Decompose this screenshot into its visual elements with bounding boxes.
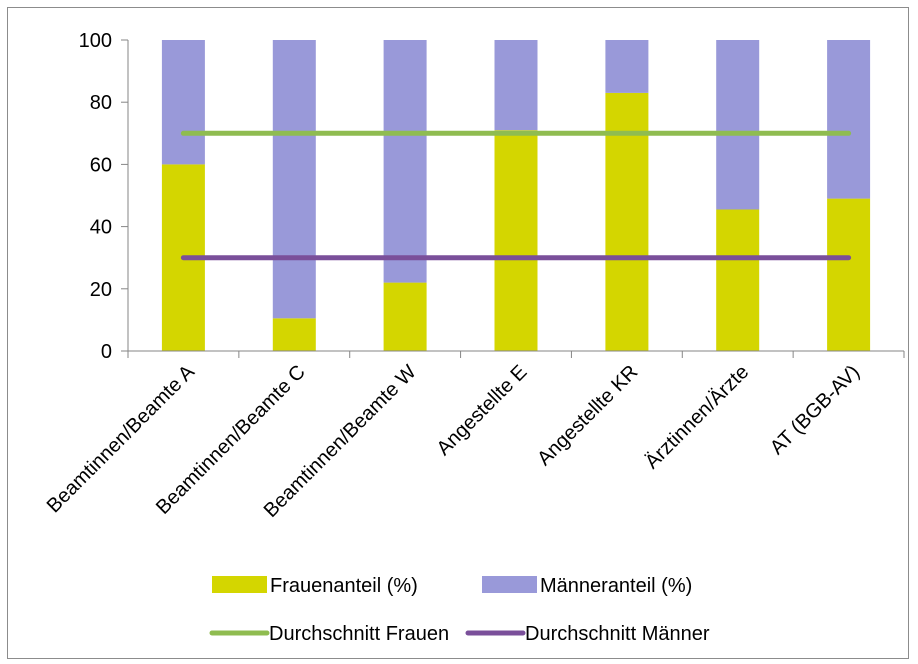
legend-swatch-1	[482, 576, 537, 593]
bar-group	[161, 40, 871, 352]
y-tick-labels: 0 20 40 60 80 100	[79, 30, 112, 363]
legend-label: Frauenanteil (%)	[270, 575, 418, 597]
legend-swatch-0	[212, 576, 267, 593]
x-category-label: Angestellte E	[433, 361, 532, 460]
axes	[121, 39, 905, 358]
y-tick-label: 80	[90, 92, 112, 114]
x-category-label: Ärztinnen/Ärzte	[641, 361, 753, 473]
y-tick-label: 0	[101, 341, 112, 363]
bar-maenner-2	[383, 40, 427, 283]
bar-maenner-4	[605, 40, 649, 93]
bar-maenner-5	[716, 40, 760, 210]
y-tick-label: 40	[90, 217, 112, 239]
y-tick-label: 20	[90, 279, 112, 301]
bar-maenner-6	[827, 40, 871, 199]
bar-frauen-6	[827, 198, 871, 351]
legend: Frauenanteil (%) Männeranteil (%) Durchsch…	[209, 575, 710, 645]
y-tick-label: 100	[79, 30, 112, 52]
bar-maenner-0	[161, 40, 205, 165]
bar-frauen-3	[494, 130, 538, 351]
legend-label: Durchschnitt Frauen	[269, 623, 449, 645]
bar-frauen-4	[605, 92, 649, 352]
bar-frauen-2	[383, 282, 427, 351]
legend-label: Durchschnitt Männer	[525, 623, 710, 645]
y-tick-label: 60	[90, 154, 112, 176]
bar-maenner-1	[272, 40, 316, 319]
bar-frauen-5	[716, 209, 760, 351]
bar-maenner-3	[494, 40, 538, 131]
bar-frauen-1	[272, 318, 316, 351]
x-category-label: AT (BGB-AV)	[766, 361, 864, 459]
average-lines	[180, 130, 852, 261]
legend-label: Männeranteil (%)	[540, 575, 692, 597]
x-category-label: Angestellte KR	[533, 361, 642, 470]
